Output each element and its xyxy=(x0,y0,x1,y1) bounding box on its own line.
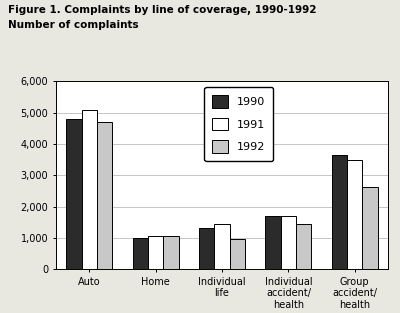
Bar xyxy=(296,224,311,269)
Bar xyxy=(362,187,378,269)
Bar xyxy=(163,236,178,269)
Bar xyxy=(214,224,230,269)
Bar xyxy=(266,216,281,269)
Bar xyxy=(230,239,245,269)
Bar xyxy=(97,122,112,269)
Legend: 1990, 1991, 1992: 1990, 1991, 1992 xyxy=(204,87,273,161)
Bar xyxy=(133,238,148,269)
Bar xyxy=(82,110,97,269)
Bar xyxy=(199,228,214,269)
Bar xyxy=(347,160,362,269)
Bar xyxy=(332,155,347,269)
Bar xyxy=(148,236,163,269)
Text: Figure 1. Complaints by line of coverage, 1990-1992: Figure 1. Complaints by line of coverage… xyxy=(8,5,316,15)
Bar xyxy=(66,119,82,269)
Text: Number of complaints: Number of complaints xyxy=(8,20,139,30)
Bar xyxy=(281,216,296,269)
